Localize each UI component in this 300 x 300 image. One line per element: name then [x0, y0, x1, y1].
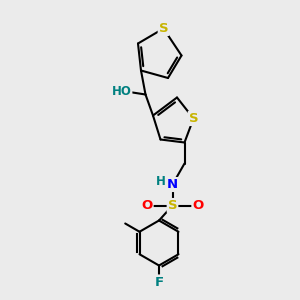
Text: O: O	[192, 199, 204, 212]
Text: S: S	[168, 199, 177, 212]
Text: N: N	[167, 178, 178, 191]
Text: S: S	[189, 112, 198, 125]
Text: S: S	[159, 22, 168, 35]
Text: O: O	[141, 199, 153, 212]
Text: HO: HO	[112, 85, 131, 98]
Text: F: F	[154, 275, 164, 289]
Text: H: H	[156, 175, 166, 188]
